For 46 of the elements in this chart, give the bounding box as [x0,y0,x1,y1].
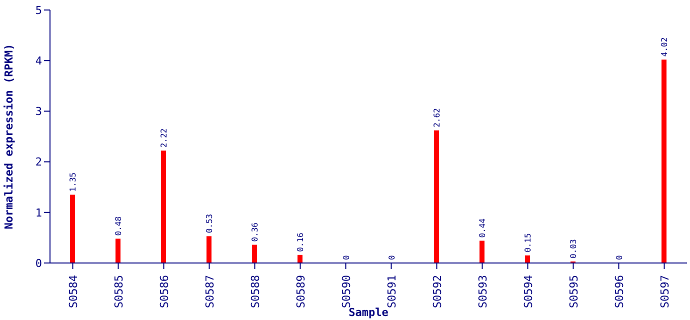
x-tick-label: S0594 [522,274,535,308]
data-label: 2.62 [432,108,442,128]
y-tick-label: 2 [35,156,42,169]
y-tick-label: 3 [35,105,42,118]
data-label: 4.02 [660,37,670,57]
data-label: 0 [342,255,351,260]
bar [70,194,75,263]
bar [480,240,484,263]
x-tick-label: S0585 [112,275,126,308]
data-label: 2.22 [160,128,169,148]
x-tick-label: S0597 [658,275,672,308]
bar [298,254,302,263]
data-label: 0 [614,255,624,260]
bar [206,236,212,263]
data-label: 0 [387,255,396,260]
x-tick-label: S0586 [158,275,171,308]
x-axis-title: Sample [348,306,389,319]
y-axis-title: Normalized expression (RPKM) [2,44,16,230]
x-tick-label: S0587 [203,275,216,308]
data-label: 0.03 [569,239,578,258]
bar [116,238,120,263]
x-tick-label: S0584 [66,274,80,308]
data-label: 0.48 [114,216,124,236]
y-tick-label: 5 [35,4,42,17]
x-tick-label: S0595 [567,275,580,308]
x-tick-label: S0592 [430,275,444,308]
x-tick-label: S0589 [294,275,308,308]
y-tick-label: 1 [35,206,42,220]
bar [662,60,666,263]
x-tick-label: S0596 [612,275,626,308]
data-label: 0.44 [478,218,488,238]
bar [161,150,166,263]
x-tick-label: S0590 [340,275,353,308]
bar [525,255,530,263]
bar [434,130,439,263]
y-tick-label: 4 [35,54,42,68]
data-label: 0.15 [524,232,533,252]
data-label: 0.16 [296,232,306,252]
x-tick-label: S0591 [385,275,398,308]
y-tick-label: 0 [35,256,42,270]
x-tick-label: S0588 [248,275,262,308]
data-label: 1.35 [68,172,78,192]
data-label: 0.53 [205,214,214,234]
x-tick-label: S0593 [476,275,490,308]
data-label: 0.36 [250,222,260,242]
bar [252,244,257,263]
